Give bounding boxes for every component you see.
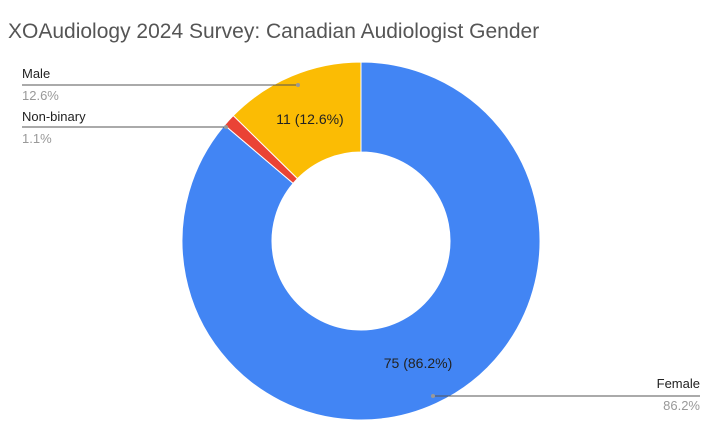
slice-value-label-female: 75 (86.2%) xyxy=(384,355,452,371)
legend-percent-female: 86.2% xyxy=(663,398,700,413)
legend-name-male: Male xyxy=(22,66,50,81)
leader-dot-male xyxy=(296,83,300,87)
chart-title: XOAudiology 2024 Survey: Canadian Audiol… xyxy=(8,20,540,43)
slice-value-label-male: 11 (12.6%) xyxy=(276,111,343,127)
slice-male[interactable] xyxy=(232,61,362,180)
legend-percent-male: 12.6% xyxy=(22,88,59,103)
legend-name-non-binary: Non-binary xyxy=(22,109,86,124)
leader-dot-female xyxy=(431,394,435,398)
slice-female[interactable] xyxy=(181,61,541,421)
legend-name-female: Female xyxy=(657,376,700,391)
legend-percent-non-binary: 1.1% xyxy=(22,131,52,146)
leader-dot-non-binary xyxy=(224,125,228,129)
